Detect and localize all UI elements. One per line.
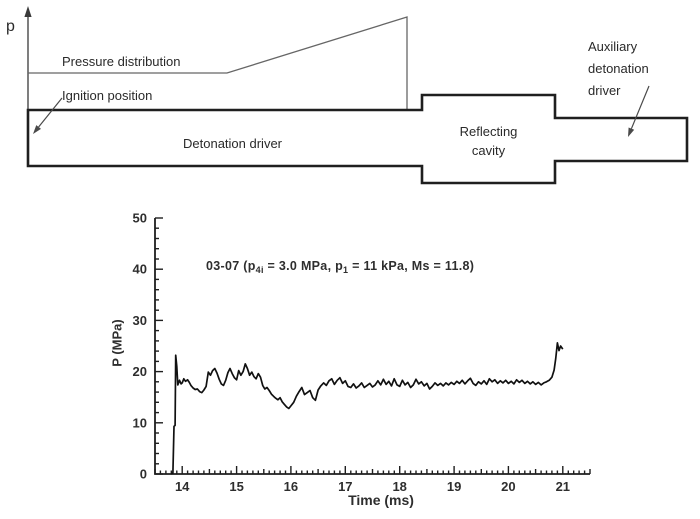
tube-assembly-outline <box>26 93 689 185</box>
label-line: Auxiliary <box>588 39 638 54</box>
y-tick-label: 10 <box>133 415 147 430</box>
y-tick-label: 50 <box>133 211 147 226</box>
schematic-diagram-canvas <box>24 6 689 185</box>
auxiliary-arrow-line <box>630 85 650 129</box>
annotation-text: = 11 kPa, Ms = 11.8) <box>348 259 475 273</box>
pressure-distribution-label: Pressure distribution <box>62 54 181 69</box>
auxiliary-detonation-driver-label: Auxiliary detonation driver <box>588 36 649 102</box>
x-tick-label: 17 <box>338 479 352 494</box>
x-axis-label: Time (ms) <box>348 492 414 508</box>
x-tick-label: 16 <box>284 479 298 494</box>
x-tick-label: 19 <box>447 479 461 494</box>
pressure-distribution-line <box>28 16 408 110</box>
chart-ticks <box>154 217 591 475</box>
ignition-arrow-line <box>38 97 63 128</box>
x-tick-label: 14 <box>175 479 190 494</box>
annotation-text: 03-07 (p <box>206 259 256 273</box>
ignition-arrowhead-icon <box>33 125 41 134</box>
y-tick-label: 0 <box>140 467 147 482</box>
y-axis-label: P (MPa) <box>109 319 125 367</box>
chart-tick-labels: 0 10 20 30 40 50 14 15 16 17 18 19 20 21 <box>133 211 571 495</box>
pressure-trace <box>170 342 564 475</box>
chart-series <box>170 342 564 475</box>
annotation-subscript: 4i <box>255 265 264 275</box>
detonation-driver-label: Detonation driver <box>183 136 282 151</box>
pressure-axis-arrowhead-icon <box>24 6 32 17</box>
axis-line <box>154 218 590 475</box>
x-tick-label: 21 <box>556 479 570 494</box>
chart-axes <box>154 218 590 475</box>
x-tick-label: 20 <box>501 479 515 494</box>
p-axis-label: p <box>6 18 15 35</box>
ignition-position-label: Ignition position <box>62 88 153 103</box>
label-line: Reflecting <box>459 124 518 139</box>
y-tick-label: 40 <box>133 262 147 277</box>
x-tick-label: 18 <box>392 479 406 494</box>
auxiliary-arrowhead-icon <box>628 127 635 137</box>
x-tick-label: 15 <box>229 479 243 494</box>
annotation-subscript: 1 <box>343 265 349 275</box>
label-line: detonation <box>588 61 649 76</box>
reflecting-cavity-label: Reflecting cavity <box>422 122 555 160</box>
annotation-text: = 3.0 MPa, p <box>263 259 344 273</box>
label-line: cavity <box>471 143 506 158</box>
chart-annotation: 03-07 (p4i = 3.0 MPa, p1 = 11 kPa, Ms = … <box>206 259 474 275</box>
y-tick-label: 20 <box>133 364 147 379</box>
label-line: driver <box>588 83 621 98</box>
y-tick-label: 30 <box>133 313 147 328</box>
